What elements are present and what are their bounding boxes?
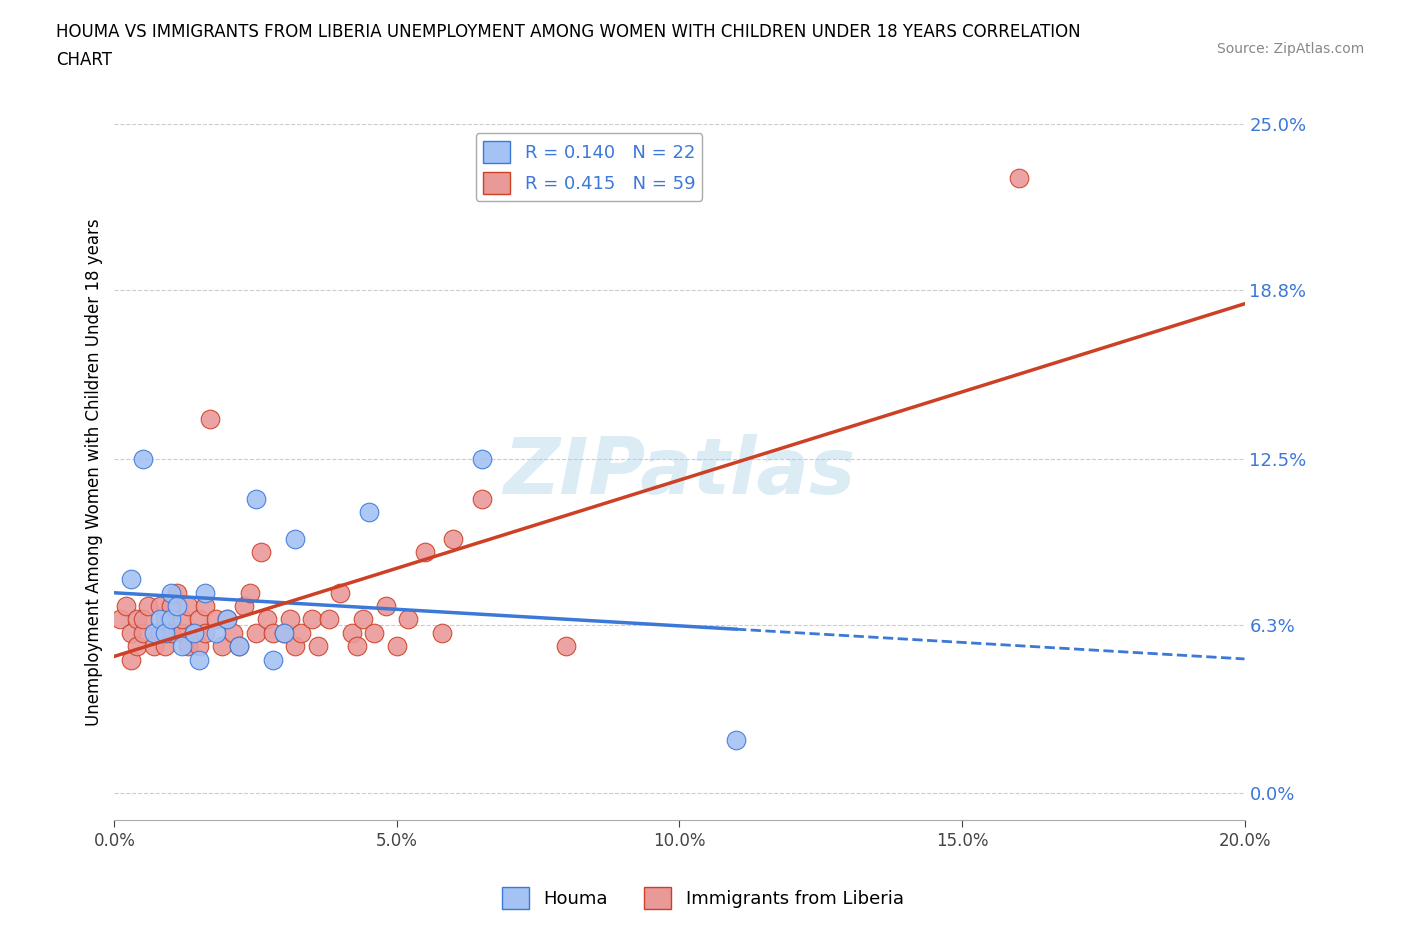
Point [357, 505, 380, 520]
Point [194, 585, 217, 600]
Point [143, 639, 166, 654]
Point [131, 625, 153, 640]
Point [1007, 170, 1029, 185]
Point [346, 639, 368, 654]
Point [352, 612, 374, 627]
Point [131, 612, 153, 627]
Point [125, 639, 148, 654]
Point [318, 612, 340, 627]
Point [136, 599, 159, 614]
Point [120, 572, 142, 587]
Point [228, 639, 250, 654]
Legend: Houma, Immigrants from Liberia: Houma, Immigrants from Liberia [495, 880, 911, 916]
Point [183, 625, 205, 640]
Point [205, 625, 228, 640]
Point [443, 532, 465, 547]
Point [284, 532, 307, 547]
Point [149, 612, 172, 627]
Point [160, 612, 183, 627]
Point [125, 612, 148, 627]
Point [363, 625, 385, 640]
Point [120, 625, 142, 640]
Y-axis label: Unemployment Among Women with Children Under 18 years: Unemployment Among Women with Children U… [86, 219, 103, 726]
Point [245, 492, 267, 507]
Point [239, 585, 262, 600]
Point [430, 625, 453, 640]
Point [340, 625, 363, 640]
Point [273, 625, 295, 640]
Point [385, 639, 408, 654]
Point [114, 599, 136, 614]
Point [172, 612, 194, 627]
Point [188, 639, 211, 654]
Point [301, 612, 323, 627]
Point [273, 625, 295, 640]
Point [262, 625, 284, 640]
Point [396, 612, 419, 627]
Point [194, 625, 217, 640]
Text: CHART: CHART [56, 51, 112, 69]
Point [256, 612, 278, 627]
Point [177, 639, 200, 654]
Text: Source: ZipAtlas.com: Source: ZipAtlas.com [1216, 42, 1364, 56]
Point [172, 639, 194, 654]
Point [160, 599, 183, 614]
Point [724, 732, 747, 747]
Text: ZIPatlas: ZIPatlas [503, 434, 856, 511]
Point [177, 599, 200, 614]
Point [471, 451, 494, 466]
Point [413, 545, 436, 560]
Point [160, 585, 183, 600]
Point [245, 625, 267, 640]
Point [222, 625, 245, 640]
Point [374, 599, 396, 614]
Point [183, 625, 205, 640]
Point [143, 625, 166, 640]
Point [284, 639, 307, 654]
Point [217, 612, 239, 627]
Point [131, 451, 153, 466]
Point [108, 612, 131, 627]
Point [290, 625, 312, 640]
Point [172, 625, 194, 640]
Point [155, 639, 177, 654]
Point [149, 599, 172, 614]
Point [149, 625, 172, 640]
Point [471, 492, 494, 507]
Text: HOUMA VS IMMIGRANTS FROM LIBERIA UNEMPLOYMENT AMONG WOMEN WITH CHILDREN UNDER 18: HOUMA VS IMMIGRANTS FROM LIBERIA UNEMPLO… [56, 23, 1081, 41]
Point [200, 411, 222, 426]
Point [155, 625, 177, 640]
Point [329, 585, 352, 600]
Point [307, 639, 329, 654]
Point [188, 652, 211, 667]
Point [166, 585, 188, 600]
Point [188, 612, 211, 627]
Point [155, 612, 177, 627]
Point [217, 612, 239, 627]
Point [228, 639, 250, 654]
Point [278, 612, 301, 627]
Point [166, 599, 188, 614]
Point [205, 612, 228, 627]
Point [194, 599, 217, 614]
Legend: R = 0.140   N = 22, R = 0.415   N = 59: R = 0.140 N = 22, R = 0.415 N = 59 [475, 133, 703, 201]
Point [160, 625, 183, 640]
Point [262, 652, 284, 667]
Point [120, 652, 142, 667]
Point [555, 639, 578, 654]
Point [250, 545, 273, 560]
Point [211, 639, 233, 654]
Point [233, 599, 256, 614]
